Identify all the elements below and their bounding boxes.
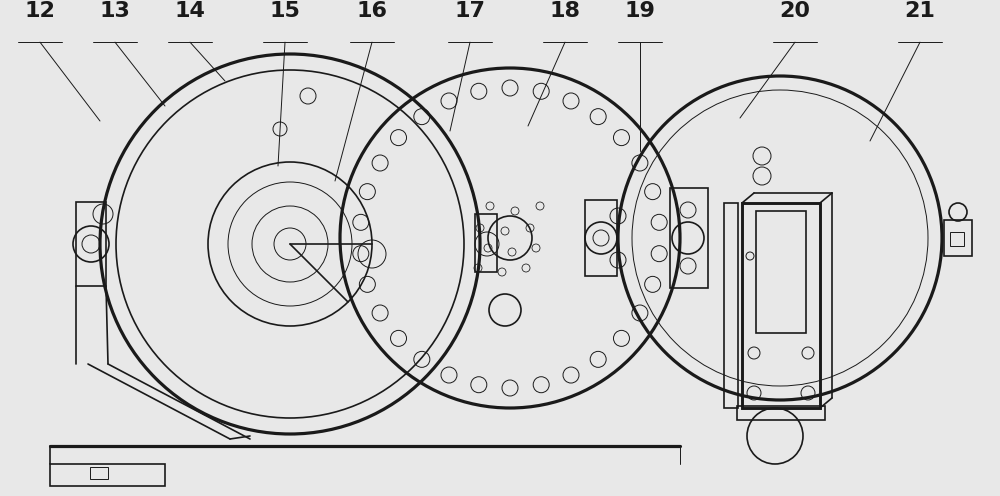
Bar [756, 211, 806, 333]
Text: 20: 20 [780, 1, 810, 21]
Bar [944, 220, 972, 256]
Bar [475, 214, 497, 272]
Bar [585, 200, 617, 276]
Bar [950, 232, 964, 246]
Text: 14: 14 [175, 1, 205, 21]
Text: 15: 15 [270, 1, 300, 21]
Text: 21: 21 [905, 1, 935, 21]
Text: 19: 19 [625, 1, 655, 21]
Bar [670, 188, 708, 288]
Bar [737, 406, 825, 420]
Text: 18: 18 [550, 1, 580, 21]
Bar [742, 203, 820, 408]
Bar [50, 464, 165, 486]
Text: 12: 12 [25, 1, 55, 21]
Text: 16: 16 [356, 1, 388, 21]
Text: 13: 13 [100, 1, 130, 21]
Bar [76, 202, 106, 286]
Bar [724, 203, 738, 408]
Text: 17: 17 [454, 1, 486, 21]
Bar [90, 467, 108, 479]
